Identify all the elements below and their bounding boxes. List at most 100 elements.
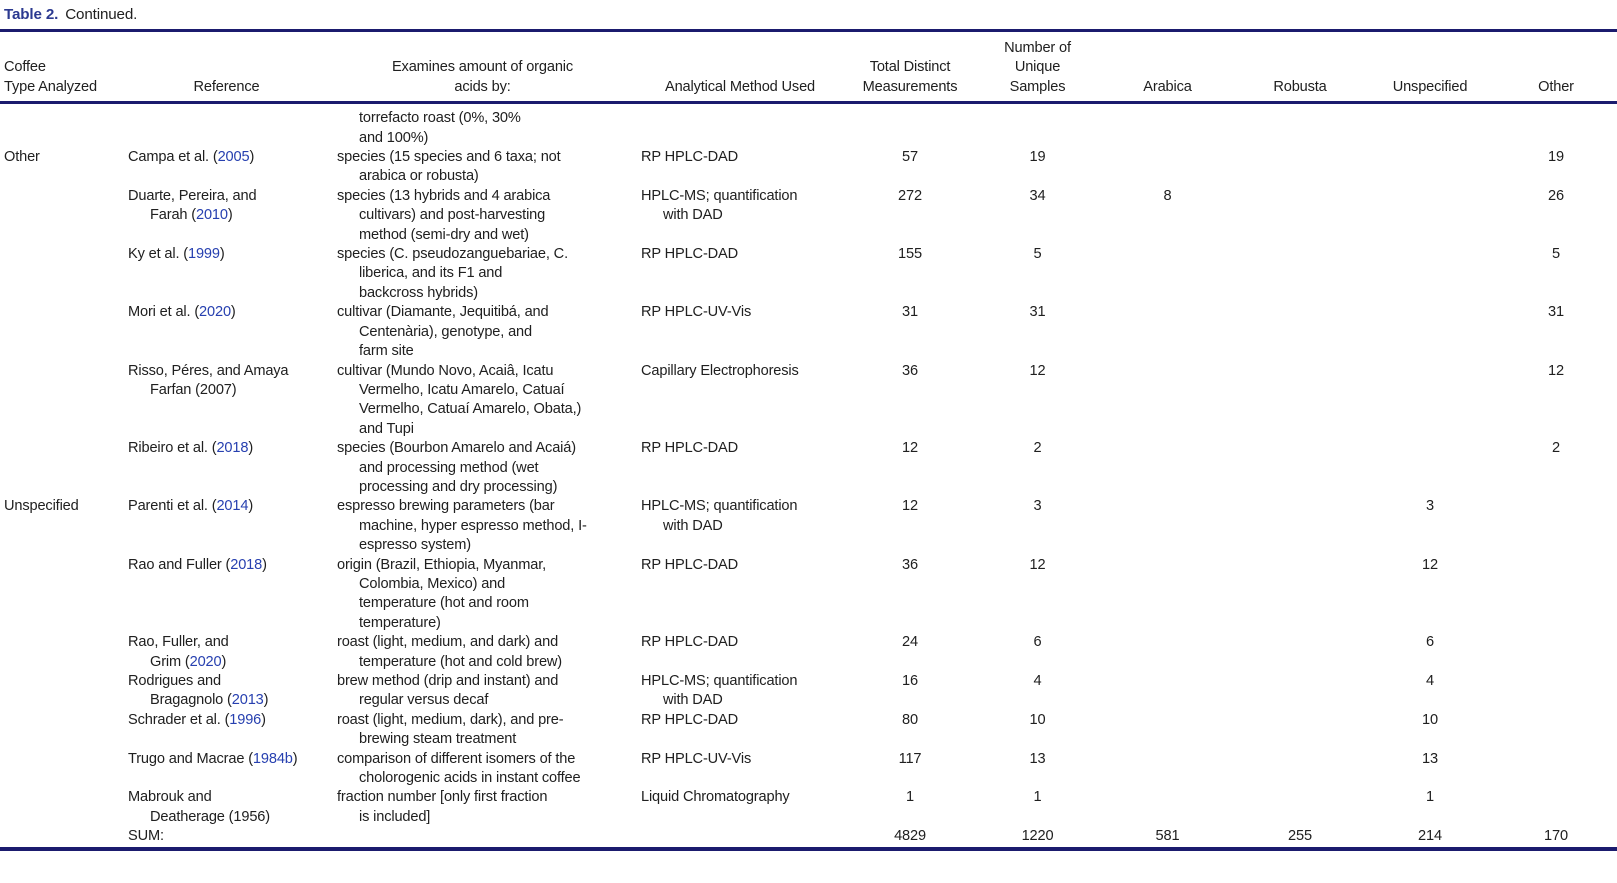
cell-text-line: Farfan (2007) bbox=[150, 381, 237, 398]
table-row: Trugo and Macrae (1984b) comparison of di… bbox=[0, 750, 1617, 789]
cell-robusta bbox=[1235, 148, 1365, 187]
cell-text-line: Duarte, Pereira, and bbox=[128, 187, 257, 204]
cell-samples: 2 bbox=[1033, 440, 1042, 457]
cell-text-line: farm site bbox=[359, 343, 414, 360]
column-header-robusta: Robusta bbox=[1235, 32, 1365, 105]
cell-robusta bbox=[1235, 788, 1365, 827]
table-sum-row: SUM: 4829 1220 581 255 214 170 bbox=[0, 827, 1617, 846]
cell-reference: Rao and Fuller (2018) bbox=[123, 556, 330, 634]
cell-text-line: comparison of different isomers of the bbox=[337, 750, 576, 767]
cell-text-line: espresso system) bbox=[359, 537, 471, 554]
cell-text-line: Campa et al. (2005) bbox=[128, 149, 255, 166]
cell-other: 5 bbox=[1552, 246, 1560, 263]
table-row: Rao and Fuller (2018) origin (Brazil, Eth… bbox=[0, 556, 1617, 634]
cell-other: 26 bbox=[1548, 187, 1564, 204]
cell-text-line: Capillary Electrophoresis bbox=[641, 362, 799, 379]
cell-samples: 1 bbox=[1033, 789, 1042, 806]
column-header-line: Robusta bbox=[1273, 78, 1327, 95]
coffee-organic-acids-table: Coffee Type Analyzed Reference Examines amo… bbox=[0, 32, 1617, 847]
cell-text-line: RP HPLC-DAD bbox=[641, 634, 739, 651]
cell-text-line: backcross hybrids) bbox=[359, 284, 478, 301]
cell-sum-other: 170 bbox=[1544, 828, 1568, 845]
cell-coffee-type bbox=[0, 362, 123, 440]
cell-robusta bbox=[1235, 439, 1365, 497]
citation-year-link[interactable]: 2020 bbox=[199, 304, 231, 321]
cell-text-line: Colombia, Mexico) and bbox=[359, 575, 506, 592]
cell-analytical-method bbox=[635, 827, 845, 846]
cell-text-line: origin (Brazil, Ethiopia, Myanmar, bbox=[337, 556, 547, 573]
citation-year-link[interactable]: 2018 bbox=[216, 440, 249, 457]
table-row: Ky et al. (1999) species (C. pseudozangue… bbox=[0, 245, 1617, 303]
cell-examines: comparison of different isomers of the ch… bbox=[330, 750, 635, 789]
cell-unspecified: 10 bbox=[1422, 711, 1438, 728]
citation-year-link[interactable]: 2018 bbox=[230, 556, 263, 573]
citation-year-link[interactable]: 2014 bbox=[216, 498, 249, 515]
column-header-line: Unique bbox=[1014, 59, 1061, 76]
cell-unspecified bbox=[1365, 148, 1495, 187]
column-header-line: Examines amount of organic bbox=[391, 59, 574, 76]
cell-reference: Schrader et al. (1996) bbox=[123, 711, 330, 750]
cell-reference: Campa et al. (2005) bbox=[123, 148, 330, 187]
cell-text-line: Parenti et al. (2014) bbox=[128, 498, 254, 515]
cell-examines bbox=[330, 827, 635, 846]
cell-text-line: Bragagnolo (2013) bbox=[150, 692, 269, 709]
citation-year-link[interactable]: 1984b bbox=[252, 750, 293, 767]
cell-text-line: RP HPLC-DAD bbox=[641, 149, 739, 166]
citation-year-link[interactable]: 2020 bbox=[189, 653, 222, 670]
cell-text-line: Risso, Péres, and Amaya bbox=[128, 362, 289, 379]
cell-text-line: brew method (drip and instant) and bbox=[337, 673, 559, 689]
cell-text-line: RP HPLC-DAD bbox=[641, 711, 739, 728]
citation-year-link[interactable]: 2013 bbox=[231, 692, 264, 709]
cell-examines: torrefacto roast (0%, 30% and 100%) bbox=[330, 103, 635, 148]
cell-robusta bbox=[1235, 303, 1365, 361]
cell-arabica bbox=[1100, 497, 1235, 555]
cell-robusta bbox=[1235, 672, 1365, 711]
cell-text-line: Unspecified bbox=[4, 498, 79, 515]
citation-year-link[interactable]: 1999 bbox=[188, 246, 220, 263]
cell-text-line: RP HPLC-UV-Vis bbox=[641, 750, 752, 767]
cell-samples: 12 bbox=[1029, 362, 1046, 379]
cell-text-line: species (Bourbon Amarelo and Acaiá) bbox=[337, 440, 576, 457]
cell-analytical-method bbox=[635, 103, 845, 148]
cell-robusta bbox=[1235, 750, 1365, 789]
cell-text-line: with DAD bbox=[663, 207, 723, 224]
cell-arabica bbox=[1100, 439, 1235, 497]
cell-text-line: with DAD bbox=[663, 517, 723, 534]
citation-year-link[interactable]: 2010 bbox=[196, 207, 228, 224]
cell-text-line: temperature (hot and cold brew) bbox=[359, 653, 563, 670]
cell-text-line: fraction number [only first fraction bbox=[337, 789, 548, 806]
cell-text-line: Deatherage (1956) bbox=[150, 808, 270, 825]
citation-year-link[interactable]: 1996 bbox=[229, 711, 262, 728]
cell-text-line: species (15 species and 6 taxa; not bbox=[337, 149, 561, 166]
table-rule-top bbox=[0, 29, 1617, 32]
table-row: torrefacto roast (0%, 30% and 100%) bbox=[0, 103, 1617, 148]
cell-text-line: RP HPLC-DAD bbox=[641, 440, 739, 457]
citation-year-link[interactable]: 2005 bbox=[217, 149, 250, 166]
cell-text-line: HPLC-MS; quantification bbox=[641, 673, 798, 689]
cell-examines: espresso brewing parameters (bar machine,… bbox=[330, 497, 635, 555]
table-row: Risso, Péres, and Amaya Farfan (2007) cult… bbox=[0, 362, 1617, 440]
column-header-line: Measurements bbox=[862, 78, 958, 95]
cell-text-line: cholorogenic acids in instant coffee bbox=[359, 770, 581, 787]
cell-coffee-type bbox=[0, 187, 123, 245]
column-header-line: Coffee bbox=[4, 59, 46, 76]
cell-robusta bbox=[1235, 103, 1365, 148]
column-header-samples: Number of Unique Samples bbox=[975, 32, 1100, 105]
cell-other bbox=[1495, 556, 1617, 634]
cell-coffee-type bbox=[0, 672, 123, 711]
cell-reference bbox=[123, 103, 330, 148]
cell-analytical-method: HPLC-MS; quantification with DAD bbox=[635, 672, 845, 711]
cell-unspecified: 3 bbox=[1426, 498, 1434, 515]
cell-text-line: Rodrigues and bbox=[128, 673, 221, 689]
cell-unspecified: 1 bbox=[1426, 789, 1434, 806]
cell-robusta bbox=[1235, 245, 1365, 303]
cell-text-line: with DAD bbox=[663, 692, 723, 709]
column-header-line: Total Distinct bbox=[869, 59, 951, 76]
cell-examines: fraction number [only first fraction is i… bbox=[330, 788, 635, 827]
cell-text-line: RP HPLC-UV-Vis bbox=[641, 304, 752, 321]
cell-analytical-method: RP HPLC-UV-Vis bbox=[635, 303, 845, 361]
cell-other bbox=[1495, 750, 1617, 789]
cell-samples: 34 bbox=[1029, 187, 1046, 204]
cell-coffee-type bbox=[0, 303, 123, 361]
cell-other bbox=[1495, 633, 1617, 672]
